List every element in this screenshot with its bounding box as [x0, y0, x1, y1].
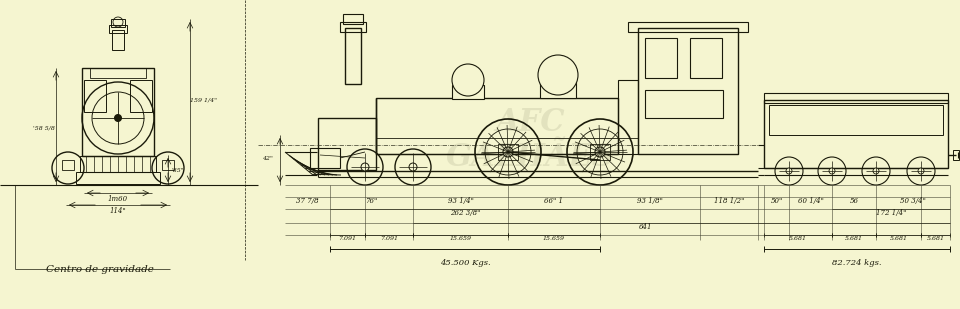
- Text: '58 5/8: '58 5/8: [33, 125, 55, 130]
- Circle shape: [409, 163, 417, 171]
- Bar: [162, 160, 174, 170]
- Text: 5.681: 5.681: [789, 236, 807, 242]
- Text: 60 1/4": 60 1/4": [798, 197, 824, 205]
- Text: 50": 50": [770, 197, 782, 205]
- Circle shape: [595, 147, 605, 157]
- Text: 7.091: 7.091: [339, 236, 356, 242]
- Text: 5.681: 5.681: [926, 236, 945, 242]
- Bar: [690, 38, 722, 78]
- Bar: [109, 25, 127, 33]
- Text: 159 1/4": 159 1/4": [189, 98, 217, 103]
- Text: 172 1/4": 172 1/4": [876, 209, 906, 217]
- Text: 114": 114": [109, 207, 127, 215]
- Bar: [540, 82, 576, 98]
- Text: 93 1/4": 93 1/4": [447, 197, 473, 205]
- Circle shape: [503, 147, 513, 157]
- Circle shape: [361, 163, 369, 171]
- Bar: [452, 85, 484, 99]
- Bar: [343, 14, 363, 24]
- Bar: [82, 68, 154, 156]
- Text: '85": '85": [172, 167, 184, 172]
- Circle shape: [873, 168, 879, 174]
- Bar: [111, 19, 125, 27]
- Text: 82.724 kgs.: 82.724 kgs.: [832, 259, 881, 267]
- Bar: [84, 80, 106, 112]
- Bar: [618, 80, 638, 154]
- Circle shape: [786, 168, 792, 174]
- Text: Centro de gravidade: Centro de gravidade: [46, 265, 154, 273]
- Bar: [764, 100, 948, 168]
- Circle shape: [114, 115, 122, 121]
- Bar: [590, 144, 610, 160]
- Bar: [953, 150, 959, 160]
- Circle shape: [918, 168, 924, 174]
- Text: 93 1/8": 93 1/8": [637, 197, 663, 205]
- Bar: [498, 144, 518, 160]
- Text: 5.681: 5.681: [890, 236, 907, 242]
- Text: 76": 76": [366, 197, 377, 205]
- Text: 37 7/8: 37 7/8: [297, 197, 319, 205]
- Circle shape: [538, 55, 578, 95]
- Bar: [769, 105, 943, 135]
- Circle shape: [829, 168, 835, 174]
- Bar: [80, 156, 156, 172]
- Text: 262 3/8": 262 3/8": [450, 209, 480, 217]
- Bar: [645, 38, 677, 78]
- Text: 7.091: 7.091: [380, 236, 398, 242]
- Text: 66" 1: 66" 1: [544, 197, 564, 205]
- Bar: [112, 30, 124, 50]
- Text: 15.659: 15.659: [543, 236, 565, 242]
- Bar: [90, 68, 146, 78]
- Bar: [62, 160, 74, 170]
- Text: AFC
GALHÃES: AFC GALHÃES: [445, 107, 614, 173]
- Bar: [310, 148, 340, 168]
- Text: 1m60: 1m60: [108, 195, 128, 203]
- Bar: [345, 28, 361, 84]
- Text: 641: 641: [638, 223, 652, 231]
- Bar: [638, 28, 738, 154]
- Text: 5.681: 5.681: [845, 236, 863, 242]
- Bar: [376, 98, 618, 154]
- Bar: [645, 90, 723, 118]
- Bar: [318, 118, 376, 170]
- Text: 118 1/2": 118 1/2": [714, 197, 744, 205]
- Text: 50 3/4": 50 3/4": [900, 197, 926, 205]
- Text: 45.500 Kgs.: 45.500 Kgs.: [440, 259, 491, 267]
- Bar: [764, 93, 948, 103]
- Text: 42": 42": [262, 155, 273, 160]
- Bar: [76, 172, 160, 184]
- Bar: [130, 80, 152, 112]
- Bar: [628, 22, 748, 32]
- Bar: [340, 22, 366, 32]
- Circle shape: [452, 64, 484, 96]
- Text: 56: 56: [850, 197, 858, 205]
- Text: 15.659: 15.659: [449, 236, 471, 242]
